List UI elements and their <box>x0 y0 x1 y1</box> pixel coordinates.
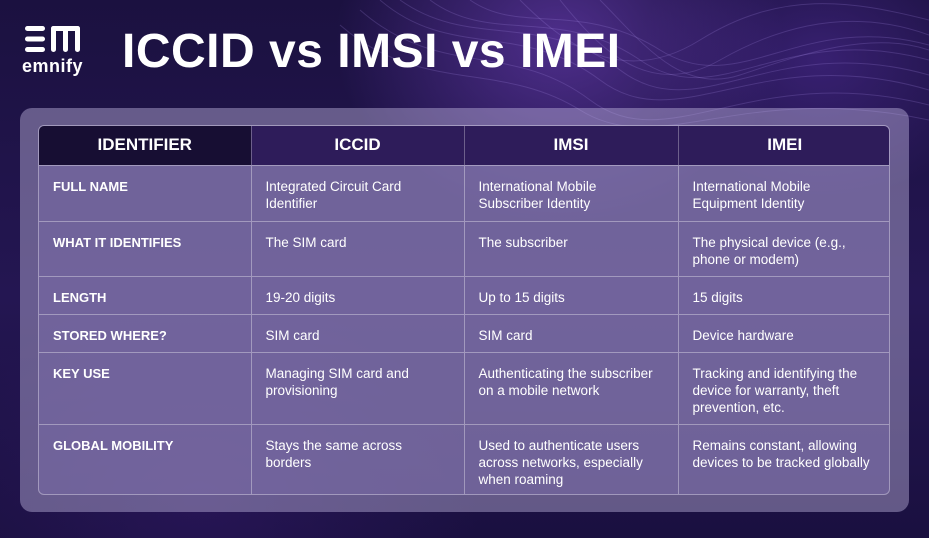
table-cell: International Mobile Equipment Identity <box>678 164 889 221</box>
column-header-identifier: IDENTIFIER <box>39 126 252 165</box>
logo-wordmark: emnify <box>22 56 84 76</box>
row-label: STORED WHERE? <box>39 313 252 352</box>
table-cell: Up to 15 digits <box>464 275 679 314</box>
table-row: STORED WHERE? SIM card SIM card Device h… <box>39 313 889 352</box>
table-cell: The subscriber <box>464 220 679 276</box>
table-cell: Managing SIM card and provisioning <box>251 351 465 424</box>
row-label: LENGTH <box>39 275 252 314</box>
row-label: WHAT IT IDENTIFIES <box>39 220 252 276</box>
table-cell: SIM card <box>251 313 465 352</box>
emnify-logo-mark-icon <box>25 26 80 52</box>
table-cell: Used to authenticate users across networ… <box>464 423 679 494</box>
column-header-imsi: IMSI <box>464 126 679 165</box>
table-cell: SIM card <box>464 313 679 352</box>
row-label: GLOBAL MOBILITY <box>39 423 252 494</box>
table-cell: 15 digits <box>678 275 889 314</box>
comparison-table-container: IDENTIFIER ICCID IMSI IMEI FULL NAME Int… <box>38 125 890 495</box>
table-cell: Integrated Circuit Card Identifier <box>251 164 465 221</box>
table-cell: International Mobile Subscriber Identity <box>464 164 679 221</box>
table-cell: Tracking and identifying the device for … <box>678 351 889 424</box>
emnify-logo[interactable]: emnify <box>22 26 88 78</box>
table-row: LENGTH 19-20 digits Up to 15 digits 15 d… <box>39 275 889 314</box>
column-header-imei: IMEI <box>678 126 889 165</box>
column-header-iccid: ICCID <box>251 126 465 165</box>
row-label: FULL NAME <box>39 164 252 221</box>
table-row: FULL NAME Integrated Circuit Card Identi… <box>39 164 889 221</box>
table-cell: Stays the same across borders <box>251 423 465 494</box>
table-row: WHAT IT IDENTIFIES The SIM card The subs… <box>39 220 889 276</box>
table-row: KEY USE Managing SIM card and provisioni… <box>39 351 889 424</box>
row-label: KEY USE <box>39 351 252 424</box>
table-header-row: IDENTIFIER ICCID IMSI IMEI <box>39 126 889 165</box>
table-cell: Device hardware <box>678 313 889 352</box>
page-title: ICCID vs IMSI vs IMEI <box>122 25 621 78</box>
comparison-table: IDENTIFIER ICCID IMSI IMEI FULL NAME Int… <box>39 126 889 494</box>
table-cell: 19-20 digits <box>251 275 465 314</box>
table-cell: Remains constant, allowing devices to be… <box>678 423 889 494</box>
table-row: GLOBAL MOBILITY Stays the same across bo… <box>39 423 889 494</box>
table-cell: Authenticating the subscriber on a mobil… <box>464 351 679 424</box>
table-cell: The physical device (e.g., phone or mode… <box>678 220 889 276</box>
table-cell: The SIM card <box>251 220 465 276</box>
